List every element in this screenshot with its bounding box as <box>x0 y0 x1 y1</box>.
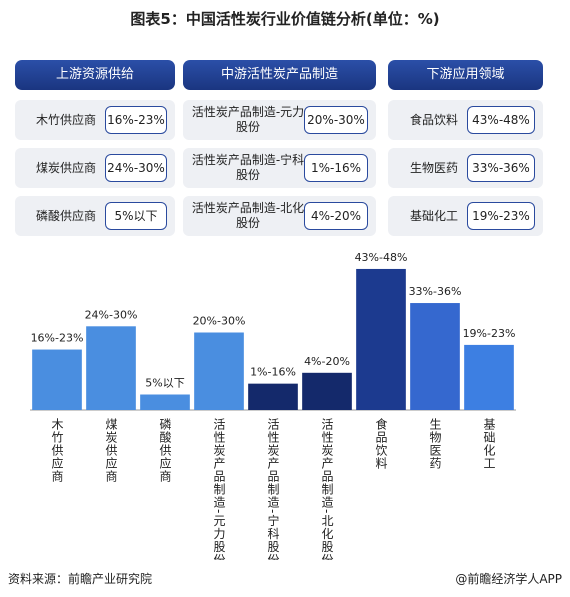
bar <box>248 383 298 410</box>
column-header: 中游活性炭产品制造 <box>183 60 376 90</box>
item-name: 食品饮料 <box>409 112 458 127</box>
item-range: 33%-36% <box>467 154 535 182</box>
bar <box>410 303 460 410</box>
value-label: 16%-23% <box>31 332 84 345</box>
item-range: 16%-23% <box>105 106 167 134</box>
chain-row: 活性炭产品制造-元力股份 20%-30% <box>183 100 376 140</box>
bar <box>32 349 82 410</box>
value-label: 43%-48% <box>355 251 408 264</box>
value-label: 20%-30% <box>193 315 246 328</box>
column-header: 下游应用领域 <box>388 60 543 90</box>
item-name: 木竹供应商 <box>35 112 96 127</box>
value-label: 33%-36% <box>409 285 462 298</box>
item-range: 20%-30% <box>304 106 368 134</box>
bar <box>140 394 190 410</box>
value-label: 19%-23% <box>463 327 516 340</box>
item-name: 生物医药 <box>409 160 458 175</box>
item-range: 4%-20% <box>304 202 368 230</box>
bar <box>302 372 352 410</box>
item-name: 活性炭产品制造-北化股份 <box>191 201 305 230</box>
chain-row: 磷酸供应商 5%以下 <box>15 196 175 236</box>
value-label: 4%-20% <box>304 355 350 368</box>
value-label: 5%以下 <box>145 377 184 390</box>
bar <box>194 332 244 410</box>
item-range: 5%以下 <box>105 202 167 230</box>
chain-row: 生物医药 33%-36% <box>388 148 543 188</box>
item-name: 基础化工 <box>409 208 458 223</box>
item-name: 磷酸供应商 <box>35 208 96 223</box>
x-tick-label: 煤炭供应商 <box>104 418 118 483</box>
value-label: 24%-30% <box>85 308 138 321</box>
column-header: 上游资源供给 <box>15 60 175 90</box>
source: 资料来源：前瞻产业研究院 <box>8 572 153 586</box>
credit: @前瞻经济学人APP <box>455 572 562 586</box>
item-name: 活性炭产品制造-元力股份 <box>191 105 305 134</box>
chain-row: 煤炭供应商 24%-30% <box>15 148 175 188</box>
item-range: 19%-23% <box>467 202 535 230</box>
item-range: 24%-30% <box>105 154 167 182</box>
item-name: 煤炭供应商 <box>35 160 96 175</box>
x-tick-label: 生物医药 <box>428 418 442 470</box>
x-tick-label: 活性炭产品制造-北化股份 <box>320 418 334 560</box>
chain-row: 木竹供应商 16%-23% <box>15 100 175 140</box>
x-tick-label: 木竹供应商 <box>50 418 64 483</box>
bar <box>356 268 406 410</box>
value-label: 1%-16% <box>250 366 296 379</box>
item-range: 43%-48% <box>467 106 535 134</box>
item-name: 活性炭产品制造-宁科股份 <box>191 153 305 182</box>
item-range: 1%-16% <box>304 154 368 182</box>
chain-row: 基础化工 19%-23% <box>388 196 543 236</box>
x-tick-label: 磷酸供应商 <box>158 417 172 483</box>
x-tick-label: 活性炭产品制造-元力股份 <box>212 418 226 560</box>
x-tick-label: 食品饮料 <box>374 417 388 470</box>
chain-row: 活性炭产品制造-宁科股份 1%-16% <box>183 148 376 188</box>
bar <box>464 344 514 410</box>
bar <box>86 326 136 410</box>
chain-row: 活性炭产品制造-北化股份 4%-20% <box>183 196 376 236</box>
chain-row: 食品饮料 43%-48% <box>388 100 543 140</box>
title: 图表5：中国活性炭行业价值链分析(单位：%) <box>130 10 440 28</box>
x-tick-label: 活性炭产品制造-宁科股份 <box>266 418 280 560</box>
x-tick-label: 基础化工 <box>482 418 496 470</box>
